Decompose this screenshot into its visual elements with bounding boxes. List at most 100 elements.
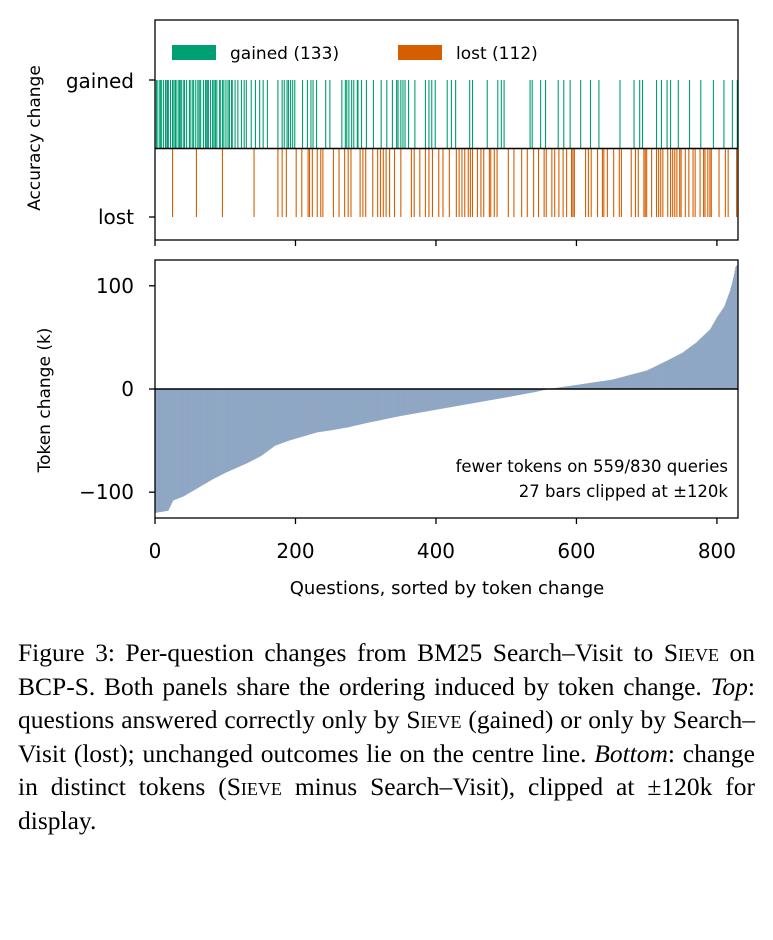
token-bar	[516, 389, 518, 396]
token-bar	[332, 389, 334, 430]
token-bar	[273, 389, 275, 447]
token-bar	[726, 298, 728, 389]
token-bar	[230, 389, 232, 471]
token-bar	[440, 389, 442, 409]
token-bar	[730, 285, 733, 389]
token-bar	[159, 389, 161, 513]
token-bar	[565, 386, 567, 389]
token-bar	[481, 389, 483, 402]
token-bar	[658, 364, 660, 389]
token-bar	[527, 389, 530, 394]
token-bar	[605, 380, 607, 389]
token-bar	[162, 389, 164, 512]
token-bar	[516, 389, 518, 396]
token-bar	[171, 389, 173, 504]
token-bar	[734, 270, 736, 389]
token-bar	[469, 389, 471, 404]
token-bar	[694, 343, 696, 389]
token-bar	[162, 389, 164, 512]
token-bar	[413, 389, 415, 414]
token-bar	[594, 382, 596, 389]
token-bar	[336, 389, 338, 430]
token-bar	[165, 389, 167, 512]
token-bar	[577, 384, 579, 389]
token-bar	[381, 389, 383, 420]
token-bar	[350, 389, 352, 427]
token-bar	[158, 389, 160, 513]
token-bar	[316, 389, 318, 433]
token-bar	[280, 389, 282, 444]
token-bar	[602, 381, 604, 389]
top-panel-frame	[154, 19, 739, 241]
token-bar	[409, 389, 411, 415]
token-bar	[296, 389, 298, 439]
token-bar	[686, 349, 688, 389]
token-bar	[500, 389, 502, 399]
token-bar	[389, 389, 391, 419]
token-bar	[634, 373, 636, 389]
token-bar	[337, 389, 339, 430]
token-bar	[228, 389, 230, 472]
token-bar	[364, 389, 366, 424]
token-bar	[666, 360, 668, 389]
token-bar	[299, 389, 301, 438]
token-bar	[716, 317, 718, 389]
token-bar	[626, 375, 628, 389]
token-bar	[244, 389, 246, 465]
legend-gained-swatch	[172, 45, 216, 60]
bottom-ytick-label: −100	[79, 480, 134, 504]
token-bars	[155, 265, 739, 513]
token-bar	[445, 389, 447, 408]
token-bar	[610, 379, 612, 389]
token-bar	[571, 385, 573, 389]
token-bar	[667, 360, 669, 389]
token-bar	[709, 329, 711, 389]
token-bar	[248, 389, 250, 463]
token-bar	[596, 381, 598, 389]
token-bar	[268, 389, 270, 451]
token-bar	[269, 389, 271, 450]
token-bar	[383, 389, 385, 420]
token-bar	[583, 383, 585, 389]
token-bar	[369, 389, 371, 423]
token-bar	[721, 309, 723, 389]
token-bar	[283, 389, 285, 443]
token-bar	[706, 332, 708, 389]
token-bar	[697, 341, 699, 389]
token-bar	[287, 389, 289, 442]
token-bar	[268, 389, 270, 450]
token-bar	[309, 389, 311, 435]
token-bar	[462, 389, 464, 405]
token-bar	[412, 389, 414, 414]
token-bar	[379, 389, 381, 421]
token-bar	[400, 389, 402, 416]
token-bar	[401, 389, 403, 416]
token-bar	[648, 369, 650, 389]
caption-text-2: on BCP-S. Both panels share the ordering…	[18, 638, 756, 701]
token-bar	[617, 378, 619, 389]
token-bar	[471, 389, 473, 404]
token-bar	[324, 389, 326, 432]
token-bar	[436, 389, 438, 410]
token-bar	[452, 389, 454, 407]
token-bar	[327, 389, 329, 431]
token-bar	[204, 389, 206, 484]
token-bar	[661, 363, 663, 389]
token-bar	[717, 315, 719, 389]
token-bar	[265, 389, 268, 452]
token-bar	[274, 389, 276, 446]
token-bar	[339, 389, 341, 429]
token-bar	[386, 389, 388, 419]
token-bar	[179, 389, 181, 498]
token-bar	[726, 300, 728, 389]
token-bar	[205, 389, 207, 484]
token-bar	[265, 389, 267, 453]
token-bar	[719, 312, 721, 389]
token-bar	[669, 359, 671, 389]
token-bar	[454, 389, 456, 407]
token-bar	[290, 389, 292, 440]
token-bar	[341, 389, 343, 429]
figure-charts: gained (133) lost (112) gained lost Accu…	[25, 19, 739, 599]
token-bar	[281, 389, 283, 444]
token-bar	[674, 356, 676, 389]
